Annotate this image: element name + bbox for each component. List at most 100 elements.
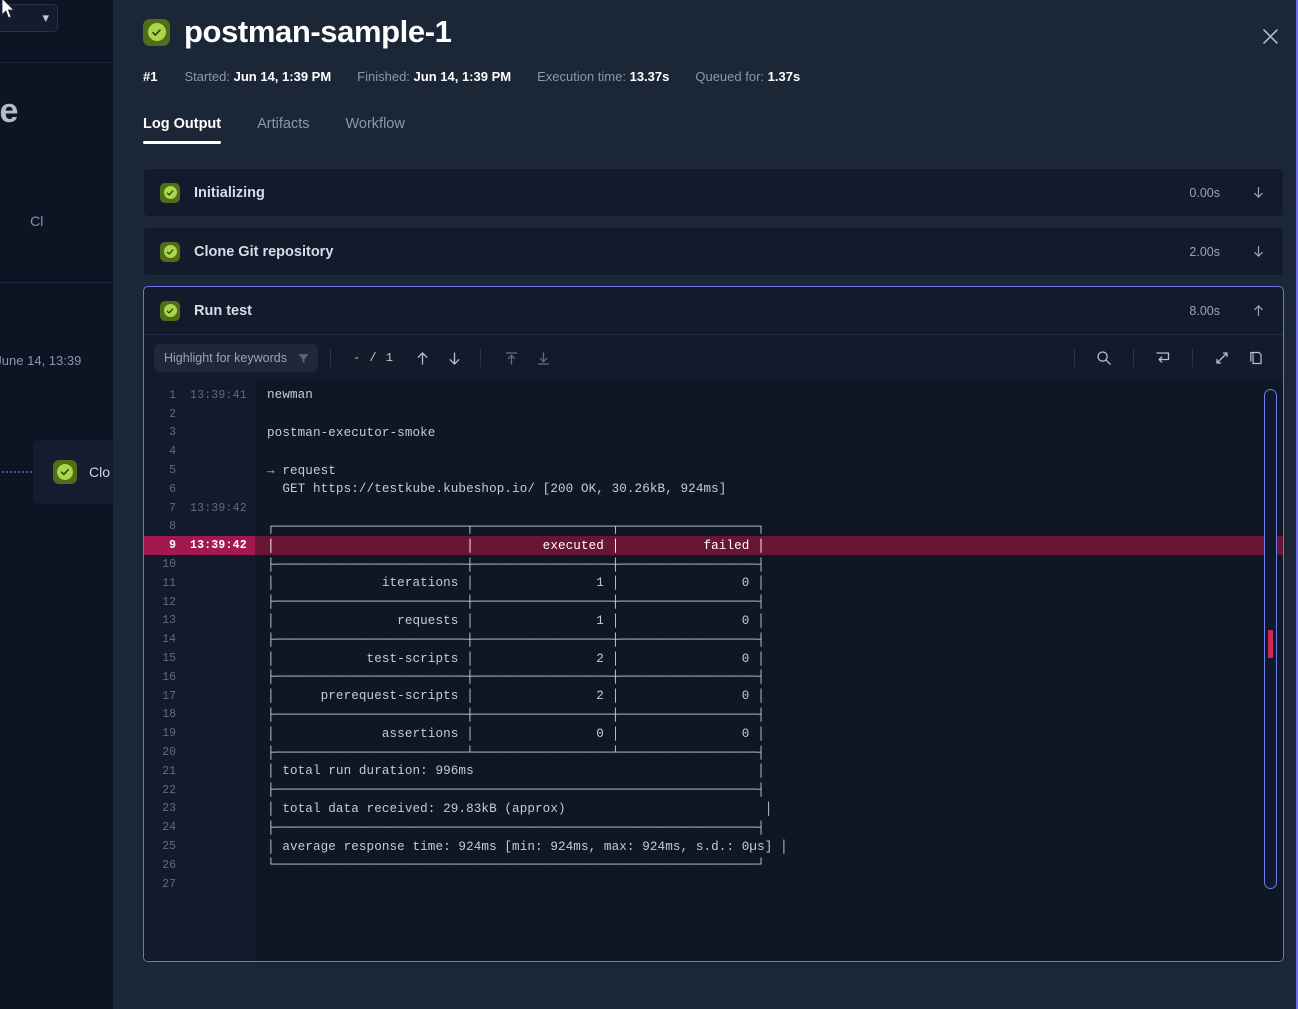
log-gutter-row: 24 bbox=[144, 818, 255, 837]
log-gutter-row: 14 bbox=[144, 630, 255, 649]
finished-label: Finished: bbox=[357, 69, 410, 84]
chevron-down-icon[interactable] bbox=[1252, 245, 1265, 258]
log-line: ┌─────────────────────────┬─────────────… bbox=[267, 519, 765, 534]
log-line: GET https://testkube.kubeshop.io/ [200 O… bbox=[267, 482, 727, 497]
tab-workflow[interactable]: Workflow bbox=[345, 116, 405, 132]
log-line-number: 14 bbox=[162, 633, 176, 647]
log-line-number: 18 bbox=[162, 708, 176, 722]
log-line-number: 12 bbox=[162, 595, 176, 609]
log-gutter-row: 3 bbox=[144, 424, 255, 443]
log-timestamp: 13:39:41 bbox=[190, 388, 247, 402]
filter-icon[interactable] bbox=[297, 352, 310, 365]
log-gutter-row: 16 bbox=[144, 668, 255, 687]
log-line bbox=[255, 499, 1283, 518]
log-line-number: 4 bbox=[169, 445, 176, 459]
execution-details-modal: postman-sample-1 #1 Started: Jun 14, 1:3… bbox=[113, 0, 1298, 1009]
step-run-test: Run test 8.00s Highlight for keywords - bbox=[143, 0, 1298, 1009]
step-duration: 2.00s bbox=[1189, 244, 1220, 259]
log-match-marker bbox=[1268, 630, 1273, 658]
word-wrap-icon[interactable] bbox=[1146, 345, 1180, 371]
log-line: ├─────────────────────────┼─────────────… bbox=[267, 595, 765, 610]
chevron-down-icon: ▾ bbox=[42, 10, 49, 25]
background-finished-text: ished: June 14, 13:39 bbox=[0, 353, 82, 368]
workflow-node-label: Clo bbox=[89, 464, 111, 480]
log-line-number: 5 bbox=[169, 464, 176, 478]
execution-meta: #1 Started: Jun 14, 1:39 PM Finished: Ju… bbox=[143, 69, 1268, 84]
log-line-number: 13 bbox=[162, 614, 176, 628]
chevron-up-icon[interactable] bbox=[1252, 304, 1265, 317]
background-page-title: mple bbox=[0, 92, 19, 130]
step-header[interactable]: Run test 8.00s bbox=[144, 287, 1283, 334]
scroll-to-top-icon[interactable] bbox=[499, 345, 525, 371]
log-line: │ requests │ 1 │ 0 │ bbox=[267, 613, 765, 628]
log-line-number: 10 bbox=[162, 558, 176, 572]
log-gutter-row: 11 bbox=[144, 574, 255, 593]
log-line: → request bbox=[267, 463, 336, 478]
tab-log-output[interactable]: Log Output bbox=[143, 116, 222, 144]
scroll-to-bottom-icon[interactable] bbox=[531, 345, 557, 371]
log-line: ├─────────────────────────┴─────────────… bbox=[267, 745, 765, 760]
log-line: newman bbox=[267, 388, 313, 403]
page-title: postman-sample-1 bbox=[184, 14, 452, 49]
arrow-up-icon[interactable] bbox=[410, 345, 436, 371]
log-timestamp: 13:39:42 bbox=[190, 539, 247, 553]
log-line: ├─────────────────────────┼─────────────… bbox=[267, 670, 765, 685]
log-line bbox=[255, 442, 1283, 461]
log-content[interactable]: newman postman-executor-smoke → request GE… bbox=[255, 381, 1283, 961]
log-scrollbar-minimap[interactable] bbox=[1264, 389, 1277, 889]
expand-icon[interactable] bbox=[1205, 345, 1239, 371]
highlight-input[interactable]: Highlight for keywords bbox=[154, 344, 318, 372]
arrow-down-icon[interactable] bbox=[442, 345, 468, 371]
log-line-number: 25 bbox=[162, 840, 176, 854]
log-line: │ total run duration: 996ms │ bbox=[267, 764, 765, 779]
started-meta: Started: Jun 14, 1:39 PM bbox=[184, 69, 331, 84]
log-gutter-row: 21 bbox=[144, 762, 255, 781]
execution-time-label: Execution time: bbox=[537, 69, 626, 84]
log-line-number: 17 bbox=[162, 689, 176, 703]
execution-time-meta: Execution time: 13.37s bbox=[537, 69, 669, 84]
divider bbox=[1133, 349, 1134, 367]
step-name: Clone Git repository bbox=[194, 243, 334, 260]
log-gutter-row: 22 bbox=[144, 781, 255, 800]
log-gutter-row: 6 bbox=[144, 480, 255, 499]
log-line-number: 24 bbox=[162, 821, 176, 835]
match-counter: - / 1 bbox=[342, 345, 404, 371]
background-tab-cl[interactable]: Cl bbox=[30, 213, 44, 229]
divider bbox=[479, 349, 481, 367]
search-icon[interactable] bbox=[1087, 345, 1121, 371]
queued-value: 1.37s bbox=[767, 69, 801, 84]
log-line: ├───────────────────────────────────────… bbox=[267, 783, 765, 798]
log-gutter-row: 27 bbox=[144, 875, 255, 894]
close-icon[interactable] bbox=[1256, 22, 1284, 50]
divider bbox=[1074, 349, 1075, 367]
queued-meta: Queued for: 1.37s bbox=[695, 69, 800, 84]
log-line-number: 19 bbox=[162, 727, 176, 741]
divider bbox=[329, 349, 331, 367]
log-line-number: 9 bbox=[169, 539, 176, 553]
step-name: Run test bbox=[194, 302, 252, 319]
log-gutter-row: 23 bbox=[144, 800, 255, 819]
log-viewer[interactable]: 1 13:39:41 2 3 4 5 6 7 13:39:42 8 9 13:39:42 10 11 12 1… bbox=[144, 381, 1283, 961]
log-line: │ total data received: 29.83kB (approx) … bbox=[267, 801, 773, 816]
tab-artifacts[interactable]: Artifacts bbox=[257, 116, 310, 132]
log-gutter-row: 25 bbox=[144, 837, 255, 856]
finished-meta: Finished: Jun 14, 1:39 PM bbox=[357, 69, 511, 84]
log-line: ├───────────────────────────────────────… bbox=[267, 820, 765, 835]
copy-icon[interactable] bbox=[1239, 345, 1273, 371]
log-line bbox=[255, 875, 1283, 894]
execution-number: #1 bbox=[143, 69, 158, 84]
log-timestamp: 13:39:42 bbox=[190, 501, 247, 515]
log-line-number: 8 bbox=[169, 520, 176, 534]
execution-time-value: 13.37s bbox=[629, 69, 670, 84]
log-line: ├─────────────────────────┼─────────────… bbox=[267, 557, 765, 572]
log-gutter-row: 1 13:39:41 bbox=[144, 386, 255, 405]
log-line-number: 2 bbox=[169, 407, 176, 421]
log-line: ├─────────────────────────┼─────────────… bbox=[267, 632, 765, 647]
log-line-number: 23 bbox=[162, 802, 176, 816]
step-header[interactable]: Initializing 0.00s bbox=[144, 169, 1283, 216]
log-gutter-row: 12 bbox=[144, 593, 255, 612]
log-toolbar-right bbox=[1062, 345, 1273, 371]
step-header[interactable]: Clone Git repository 2.00s bbox=[144, 228, 1283, 275]
modal-tabs: Log Output Artifacts Workflow bbox=[143, 116, 1268, 144]
chevron-down-icon[interactable] bbox=[1252, 186, 1265, 199]
